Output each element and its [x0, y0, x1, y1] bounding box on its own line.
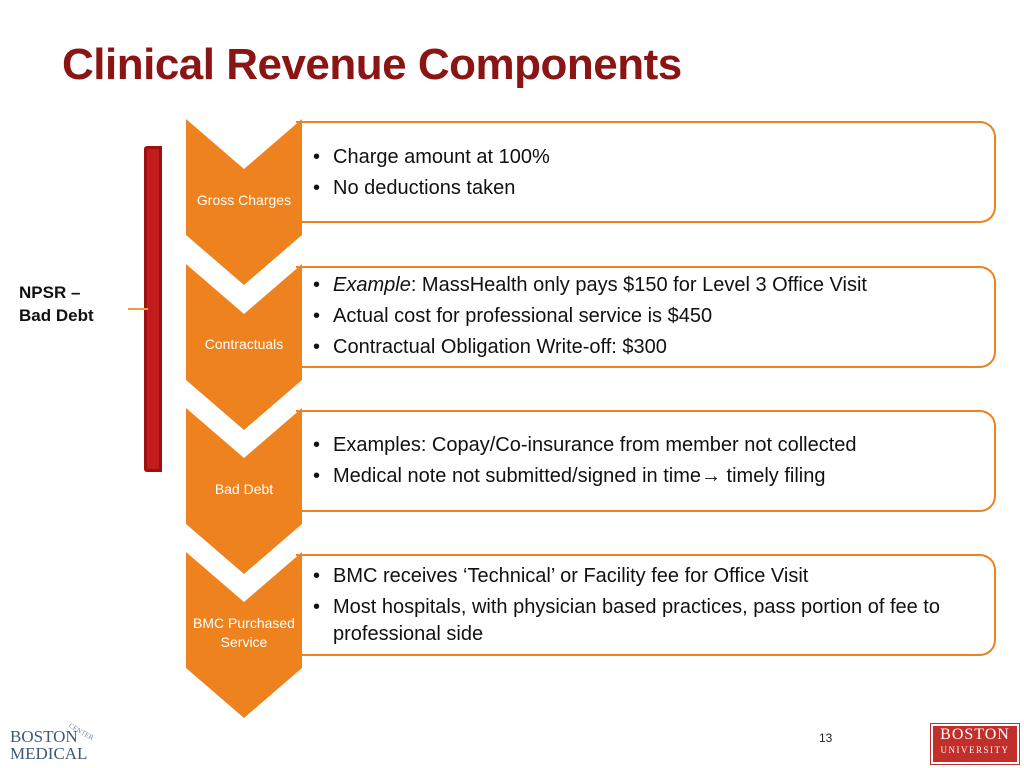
bullet-item: Examples: Copay/Co-insurance from member…: [313, 430, 988, 461]
boston-university-logo: BOSTON UNIVERSITY: [930, 723, 1020, 765]
bullet-item: Most hospitals, with physician based pra…: [313, 594, 988, 648]
npsr-bad-debt-label: NPSR – Bad Debt: [19, 281, 94, 327]
bullet-text: : MassHealth only pays $150 for Level 3 …: [410, 274, 867, 296]
boston-medical-logo: BOSTON MEDICAL CENTER: [10, 722, 95, 762]
bullet-item: Charge amount at 100%: [313, 142, 988, 173]
bullet-item: Example: MassHealth only pays $150 for L…: [313, 270, 988, 301]
logo-left-line1: BOSTON: [10, 727, 78, 746]
step-label-bad-debt: Bad Debt: [214, 481, 274, 497]
bullet-item: Medical note not submitted/signed in tim…: [313, 461, 988, 492]
bullet-item: BMC receives ‘Technical’ or Facility fee…: [313, 561, 988, 592]
example-italic: Example: [333, 274, 411, 296]
right-arrow-icon: →: [700, 465, 721, 487]
bullet-list-bad-debt: Examples: Copay/Co-insurance from member…: [313, 430, 988, 492]
bullet-item: Actual cost for professional service is …: [313, 301, 988, 332]
bullet-list-gross-charges: Charge amount at 100% No deductions take…: [313, 142, 988, 204]
bullet-text: timely filing: [720, 465, 826, 487]
page-number: 13: [819, 731, 833, 745]
step-label-contractuals: Contractuals: [204, 336, 284, 352]
bullet-item: Contractual Obligation Write-off: $300: [313, 332, 988, 363]
logo-left-line2: MEDICAL: [10, 744, 87, 762]
bullet-list-contractuals: Example: MassHealth only pays $150 for L…: [313, 270, 988, 363]
side-label-line1: NPSR –: [19, 283, 81, 302]
npsr-bracket: [144, 146, 162, 472]
step-label-line1: BMC Purchased: [193, 615, 295, 631]
logo-right-line1: BOSTON: [940, 726, 1010, 743]
bullet-text: Medical note not submitted/signed in tim…: [333, 465, 701, 487]
bullet-item: No deductions taken: [313, 173, 988, 204]
bracket-connector: [128, 308, 148, 310]
slide-title: Clinical Revenue Components: [62, 40, 682, 89]
step-label-gross-charges: Gross Charges: [196, 192, 292, 208]
logo-right-line2: UNIVERSITY: [940, 745, 1010, 755]
bullet-list-bmc-purchased-service: BMC receives ‘Technical’ or Facility fee…: [313, 561, 988, 648]
side-label-line2: Bad Debt: [19, 306, 94, 325]
step-label-line2: Service: [220, 634, 268, 650]
step-label-bmc-purchased-service: BMC Purchased Service: [186, 614, 302, 652]
